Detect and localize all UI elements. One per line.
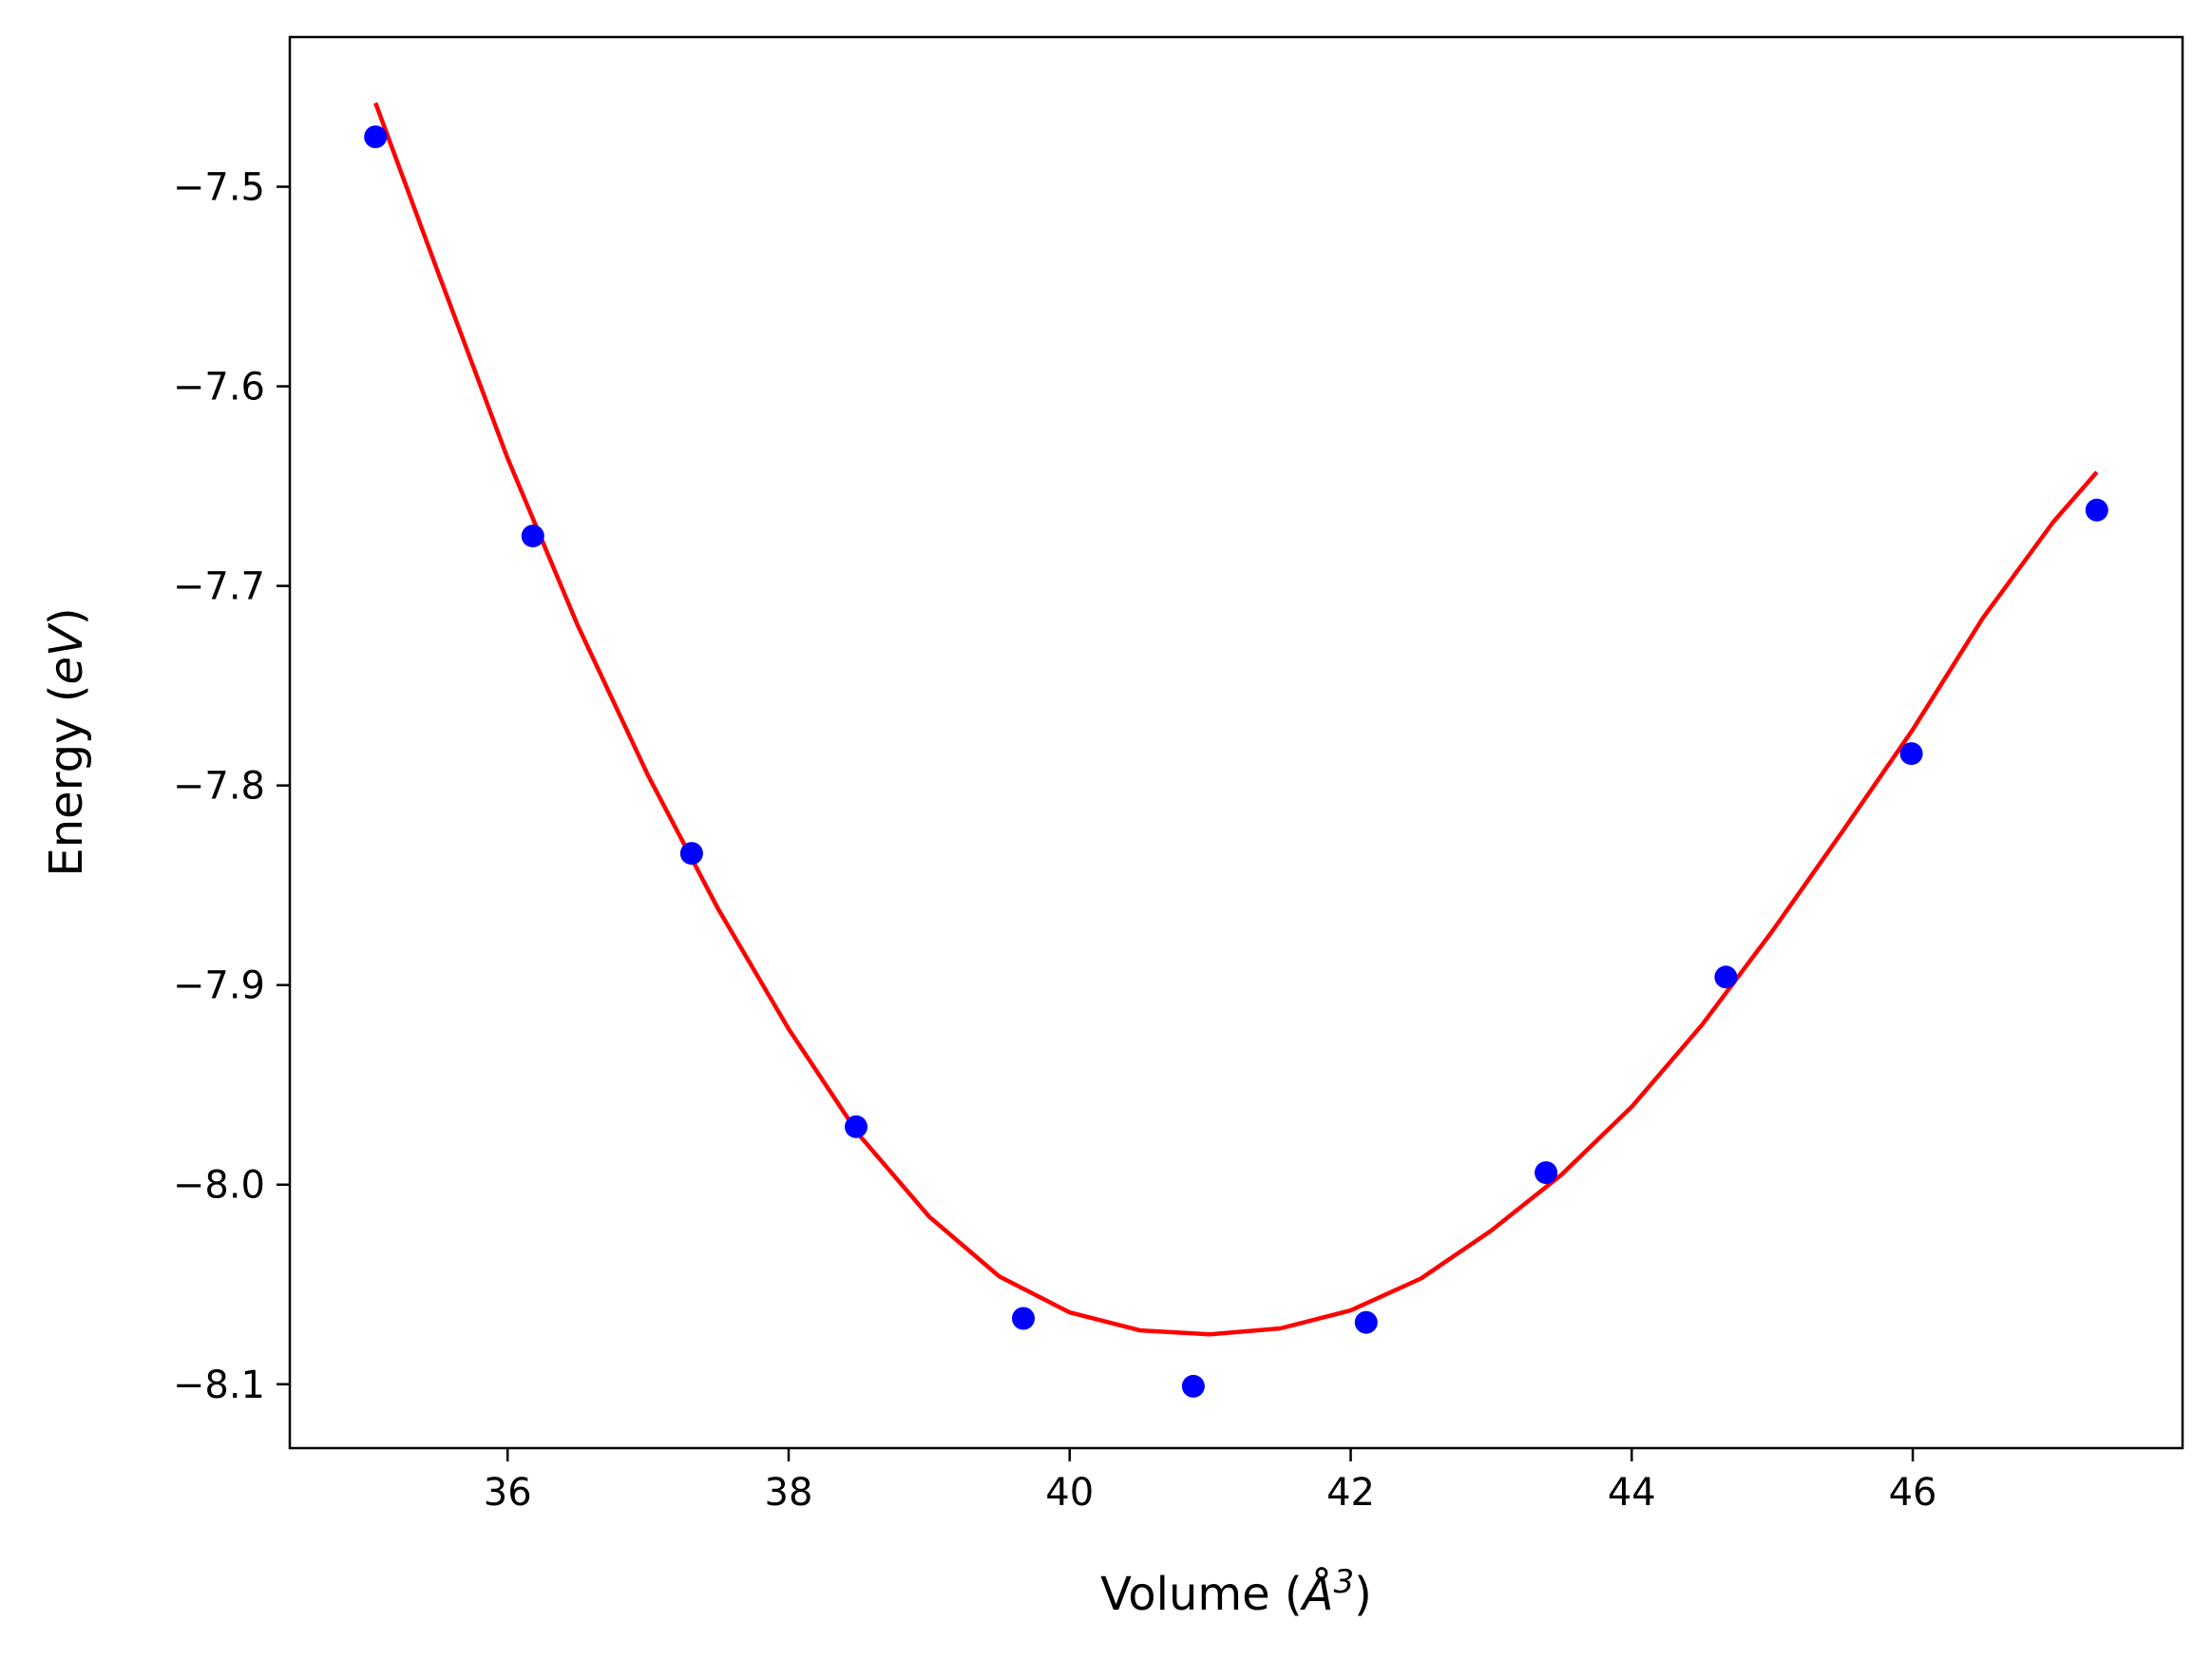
data-point	[1181, 1374, 1205, 1398]
data-point	[1012, 1307, 1035, 1330]
data-point	[679, 842, 703, 866]
data-point	[364, 125, 388, 148]
data-point	[1535, 1161, 1558, 1185]
y-tick-label: −7.5	[173, 166, 265, 210]
x-axis-label: Volume (Å3)	[1100, 1563, 1372, 1621]
plot-area	[364, 102, 2108, 1398]
y-tick-label: −7.8	[173, 765, 265, 809]
fit-curve-line	[373, 102, 2099, 1337]
x-tick-label: 44	[1608, 1471, 1656, 1515]
y-tick-label: −7.6	[173, 366, 265, 410]
y-axis-label: Energy (eV)	[40, 607, 93, 876]
x-tick-label: 36	[484, 1471, 532, 1515]
data-point	[521, 525, 544, 548]
x-tick-label: 42	[1326, 1471, 1375, 1515]
data-point	[2085, 498, 2108, 522]
data-point	[1714, 965, 1738, 989]
y-tick-label: −8.0	[173, 1164, 265, 1208]
y-axis: −8.1 −8.0 −7.9 −7.8 −7.7 −7.6 −7.5	[173, 166, 290, 1407]
plot-frame	[288, 35, 2184, 1450]
x-tick-label: 46	[1889, 1471, 1937, 1515]
data-point	[1899, 742, 1923, 766]
x-axis: 36 38 40 42 44 46	[484, 1448, 1937, 1515]
y-tick-label: −8.1	[173, 1364, 265, 1407]
x-tick-label: 40	[1045, 1471, 1094, 1515]
y-tick-label: −7.7	[173, 565, 265, 609]
data-point	[1354, 1310, 1378, 1334]
y-tick-label: −7.9	[173, 964, 265, 1008]
x-tick-label: 38	[765, 1471, 813, 1515]
data-point	[845, 1115, 868, 1138]
